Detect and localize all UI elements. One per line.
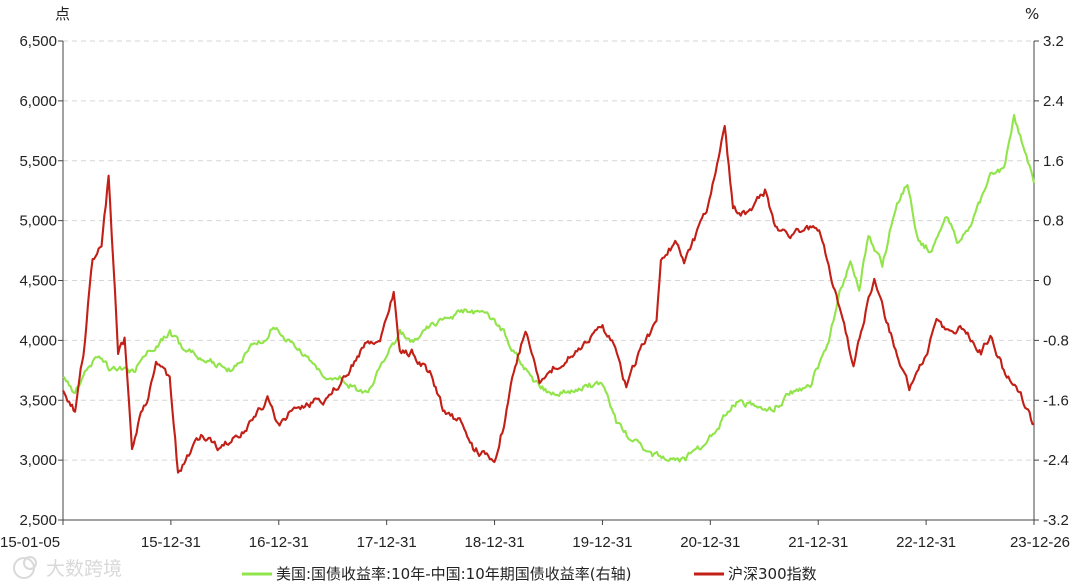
legend-label-csi300: 沪深300指数 [728,565,817,583]
grid-lines [63,40,1034,461]
right-tick-label: 3.2 [1043,33,1064,50]
watermark: 大数跨境 [13,556,122,580]
left-axis-unit: 点 [55,5,70,23]
left-tick-label: 6,000 [19,93,57,110]
x-tick-label: 23-12-26 [1010,534,1070,551]
left-tick-label: 6,500 [19,33,57,50]
x-tick-label: 18-12-31 [465,534,525,551]
watermark-logo-icon [13,556,37,579]
right-tick-label: 0 [1043,273,1051,290]
legend-label-yield-spread: 美国:国债收益率:10年-中国:10年期国债收益率(右轴) [276,565,631,583]
right-tick-label: 0.8 [1043,213,1064,230]
right-axis-unit: % [1025,5,1039,23]
x-tick-label: 16-12-31 [249,534,309,551]
right-tick-label: -1.6 [1043,392,1069,409]
x-tick-label: 19-12-31 [572,534,632,551]
watermark-text: 大数跨境 [46,558,122,580]
x-tick-label: 15-01-05 [0,534,60,551]
x-tick-label: 22-12-31 [896,534,956,551]
x-axis-ticks: 15-01-05 15-12-31 16-12-31 17-12-31 18-12-31… [0,520,1070,551]
right-axis-ticks: -3.2 -2.4 -1.6 -0.8 0 0.8 1.6 2.4 3.2 [1034,33,1069,529]
left-axis-ticks: 2,500 3,000 3,500 4,000 4,500 5,000 5,500 6,000… [19,33,63,529]
series-line-csi300 [62,124,1035,474]
legend: 美国:国债收益率:10年-中国:10年期国债收益率(右轴) 沪深300指数 [242,565,817,583]
left-tick-label: 3,500 [19,392,57,409]
right-tick-label: 2.4 [1043,93,1064,110]
left-tick-label: 4,500 [19,273,57,290]
left-tick-label: 3,000 [19,452,57,469]
right-tick-label: 1.6 [1043,153,1064,170]
left-tick-label: 5,000 [19,213,57,230]
x-tick-label: 20-12-31 [680,534,740,551]
right-tick-label: -2.4 [1043,452,1069,469]
right-tick-label: -3.2 [1043,512,1069,529]
left-tick-label: 2,500 [19,512,57,529]
series-line-yield-spread [62,113,1036,463]
left-tick-label: 4,000 [19,332,57,349]
x-tick-label: 15-12-31 [141,534,201,551]
x-tick-label: 17-12-31 [357,534,417,551]
x-tick-label: 21-12-31 [788,534,848,551]
series-layer [62,113,1036,474]
right-tick-label: -0.8 [1043,332,1069,349]
left-tick-label: 5,500 [19,153,57,170]
